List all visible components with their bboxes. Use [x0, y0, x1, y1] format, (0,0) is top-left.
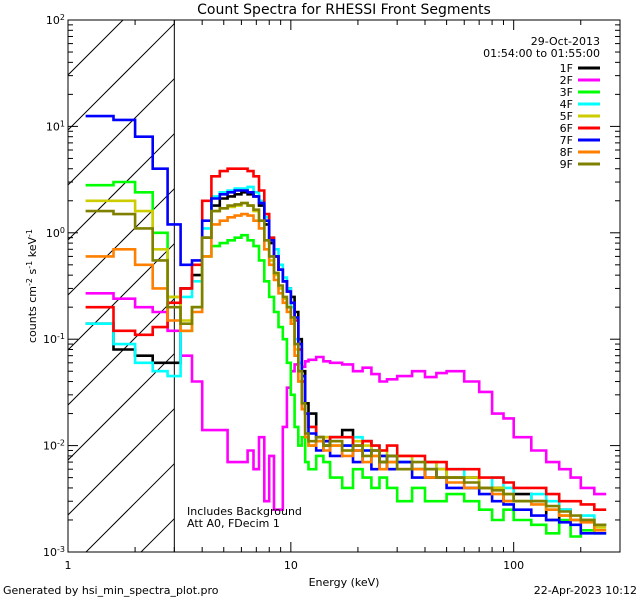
axis-ticks: [67, 19, 621, 553]
hatch-line: [68, 298, 175, 406]
plot-frame: [67, 19, 621, 553]
series-6F: [85, 167, 607, 511]
x-tick-label: 100: [503, 559, 524, 572]
legend-label-7F: 7F: [560, 134, 573, 147]
y-tick-label: 102: [46, 13, 65, 28]
y-tick-label: 10-2: [43, 438, 65, 453]
hatch-line: [85, 463, 175, 552]
y-tick-label: 100: [46, 225, 65, 240]
hatch-line: [68, 353, 175, 461]
hatch-line: [68, 408, 175, 516]
legend-label-2F: 2F: [560, 74, 573, 87]
footer-timestamp: 22-Apr-2023 10:12: [534, 584, 637, 597]
hatch-line: [68, 20, 124, 76]
series-3F: [85, 180, 607, 538]
hatch-line: [68, 133, 175, 241]
annotation-background: Includes Background: [187, 505, 302, 518]
date-label: 29-Oct-2013: [531, 35, 600, 48]
x-axis-label: Energy (keV): [309, 576, 380, 589]
legend-label-6F: 6F: [560, 122, 573, 135]
series-2F: [85, 292, 607, 511]
x-tick-label: 10: [284, 559, 298, 572]
chart-title: Count Spectra for RHESSI Front Segments: [197, 2, 491, 18]
y-tick-label: 101: [46, 119, 65, 134]
x-tick-label: 1: [65, 559, 72, 572]
legend-label-4F: 4F: [560, 98, 573, 111]
annotation-attenuator: Att A0, FDecim 1: [187, 517, 280, 530]
y-tick-label: 10-3: [43, 545, 65, 560]
hatch-line: [140, 518, 175, 552]
series-layer: [85, 114, 607, 538]
legend-label-3F: 3F: [560, 86, 573, 99]
legend-label-8F: 8F: [560, 146, 573, 159]
y-axis-label: counts cm-2 s-1 keV-1: [25, 229, 40, 343]
y-tick-label: 10-1: [43, 332, 65, 347]
series-9F: [85, 201, 607, 527]
footer-generated-by: Generated by hsi_min_spectra_plot.pro: [3, 584, 219, 597]
hatch-line: [68, 78, 175, 186]
series-7F: [85, 114, 607, 535]
hatch-line: [68, 188, 175, 296]
legend-label-5F: 5F: [560, 110, 573, 123]
legend-label-1F: 1F: [560, 62, 573, 75]
legend-label-9F: 9F: [560, 158, 573, 171]
hatch-line: [68, 23, 175, 131]
time-range-label: 01:54:00 to 01:55:00: [483, 47, 600, 60]
hatch-line: [68, 20, 69, 21]
